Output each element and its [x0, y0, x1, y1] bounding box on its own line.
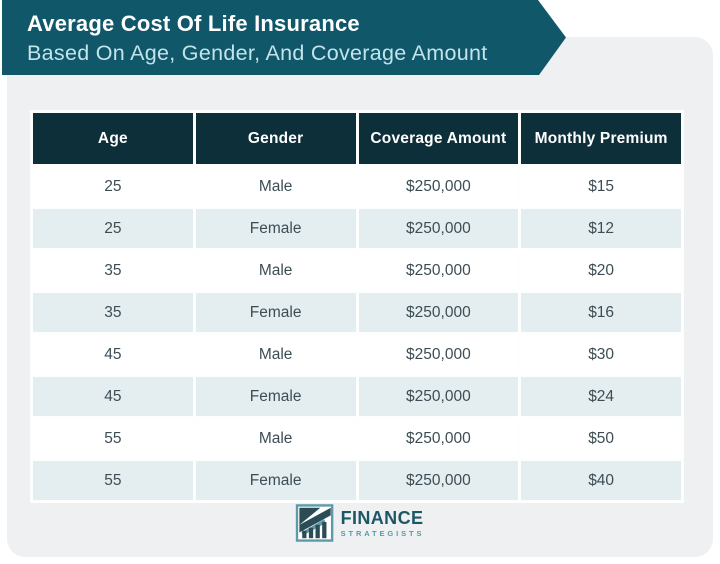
cell-coverage-amount: $250,000	[358, 293, 519, 332]
cell-monthly-premium: $12	[521, 209, 681, 248]
logo-name: FINANCE	[340, 507, 424, 528]
premium-table: Age Gender Coverage Amount Monthly Premi…	[30, 110, 684, 503]
cell-monthly-premium: $15	[521, 167, 681, 206]
cell-age: 55	[33, 419, 193, 458]
cell-coverage-amount: $250,000	[358, 377, 519, 416]
cell-monthly-premium: $24	[521, 377, 681, 416]
cell-age: 45	[33, 377, 193, 416]
column-header-gender: Gender	[195, 113, 356, 164]
column-header-monthly-premium: Monthly Premium	[521, 113, 681, 164]
table-row: 35 Male $250,000 $20	[33, 251, 681, 290]
cell-gender: Male	[195, 419, 356, 458]
cell-age: 25	[33, 209, 193, 248]
column-header-coverage-amount: Coverage Amount	[358, 113, 519, 164]
logo-wordmark: FINANCE STRATEGISTS	[341, 509, 425, 538]
title-banner: Average Cost Of Life Insurance Based On …	[2, 0, 566, 75]
cell-coverage-amount: $250,000	[358, 461, 519, 500]
page-title: Average Cost Of Life Insurance	[27, 11, 360, 36]
table-row: 25 Female $250,000 $12	[33, 209, 681, 248]
table-row: 45 Male $250,000 $30	[33, 335, 681, 374]
cell-gender: Female	[195, 293, 356, 332]
cell-monthly-premium: $30	[521, 335, 681, 374]
page-subtitle: Based On Age, Gender, And Coverage Amoun…	[27, 40, 488, 65]
cell-monthly-premium: $20	[521, 251, 681, 290]
cell-age: 35	[33, 293, 193, 332]
cell-age: 35	[33, 251, 193, 290]
cell-gender: Male	[195, 335, 356, 374]
cell-gender: Male	[195, 251, 356, 290]
table-row: 45 Female $250,000 $24	[33, 377, 681, 416]
cell-coverage-amount: $250,000	[358, 335, 519, 374]
cell-coverage-amount: $250,000	[358, 419, 519, 458]
cell-gender: Female	[195, 461, 356, 500]
cell-monthly-premium: $16	[521, 293, 681, 332]
table-header-row: Age Gender Coverage Amount Monthly Premi…	[33, 113, 681, 164]
table-row: 25 Male $250,000 $15	[33, 167, 681, 206]
cell-gender: Female	[195, 209, 356, 248]
table-row: 35 Female $250,000 $16	[33, 293, 681, 332]
cell-monthly-premium: $40	[521, 461, 681, 500]
table-row: 55 Male $250,000 $50	[33, 419, 681, 458]
cell-coverage-amount: $250,000	[358, 167, 519, 206]
table-body: 25 Male $250,000 $15 25 Female $250,000 …	[33, 167, 681, 500]
cell-age: 45	[33, 335, 193, 374]
bar-chart-growth-icon	[295, 504, 334, 542]
cell-gender: Male	[195, 167, 356, 206]
cell-coverage-amount: $250,000	[358, 251, 519, 290]
cell-gender: Female	[195, 377, 356, 416]
column-header-age: Age	[33, 113, 193, 164]
finance-strategists-logo: FINANCE STRATEGISTS	[295, 504, 425, 542]
cell-coverage-amount: $250,000	[358, 209, 519, 248]
cell-age: 55	[33, 461, 193, 500]
table-header: Age Gender Coverage Amount Monthly Premi…	[33, 113, 681, 164]
cell-age: 25	[33, 167, 193, 206]
table-row: 55 Female $250,000 $40	[33, 461, 681, 500]
logo-subname: STRATEGISTS	[340, 528, 425, 538]
cell-monthly-premium: $50	[521, 419, 681, 458]
